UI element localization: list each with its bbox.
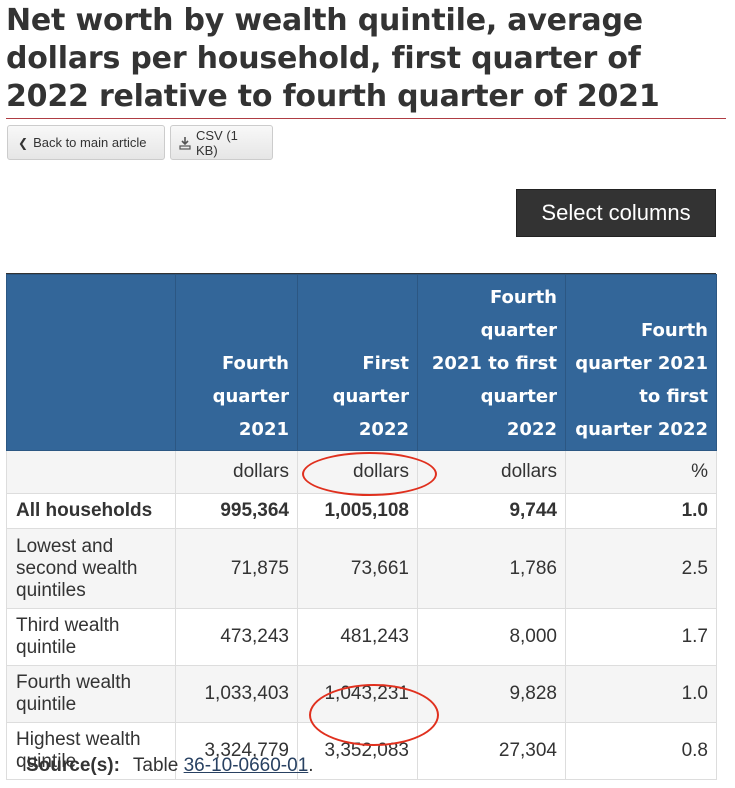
table-row: Highest wealth quintile 3,324,779 3,352,… xyxy=(6,722,717,780)
table-row: All households 995,364 1,005,108 9,744 1… xyxy=(6,493,717,529)
row-label: Third wealth quintile xyxy=(6,608,176,666)
page-title: Net worth by wealth quintile, average do… xyxy=(6,3,660,114)
units-cell: % xyxy=(565,450,717,494)
chevron-left-icon: ❮ xyxy=(18,135,29,150)
units-cell: dollars xyxy=(297,450,418,494)
back-button-label: Back to main article xyxy=(33,135,147,150)
source-note: Source(s): Table 36-10-0660-01. xyxy=(26,755,314,777)
net-worth-table: Fourth quarter 2021 First quarter 2022 F… xyxy=(6,274,717,780)
table-cell: 1.0 xyxy=(565,493,717,529)
table-cell: 1.7 xyxy=(565,608,717,666)
table-header-row: Fourth quarter 2021 First quarter 2022 F… xyxy=(6,274,717,451)
csv-button-label: CSV (1 KB) xyxy=(196,127,238,158)
header-first-quarter-2022: First quarter 2022 xyxy=(297,274,418,451)
units-cell: dollars xyxy=(175,450,298,494)
header-change-percent: Fourth quarter 2021 to first quarter 202… xyxy=(565,274,717,451)
header-corner xyxy=(6,274,176,451)
table-row: Fourth wealth quintile 1,033,403 1,043,2… xyxy=(6,665,717,723)
table-cell: 73,661 xyxy=(297,528,418,609)
table-cell: 481,243 xyxy=(297,608,418,666)
table-cell: 8,000 xyxy=(417,608,566,666)
table-row: Lowest and second wealth quintiles 71,87… xyxy=(6,528,717,609)
table-cell: 1,033,403 xyxy=(175,665,298,723)
row-label: Lowest and second wealth quintiles xyxy=(6,528,176,609)
table-cell: 0.8 xyxy=(565,722,717,780)
table-cell: 3,352,083 xyxy=(297,722,418,780)
back-to-main-article-button[interactable]: ❮ Back to main article xyxy=(7,125,165,160)
source-label: Source(s): xyxy=(26,755,120,776)
header-fourth-quarter-2021: Fourth quarter 2021 xyxy=(175,274,298,451)
table-cell: 27,304 xyxy=(417,722,566,780)
row-label: Highest wealth quintile xyxy=(6,722,176,780)
row-label: Fourth wealth quintile xyxy=(6,665,176,723)
csv-download-button[interactable]: CSV (1 KB) xyxy=(170,125,273,160)
source-table-link[interactable]: 36-10-0660-01 xyxy=(183,755,309,776)
table-row: Third wealth quintile 473,243 481,243 8,… xyxy=(6,608,717,666)
table-cell: 9,744 xyxy=(417,493,566,529)
download-icon xyxy=(179,136,191,150)
table-cell: 1,786 xyxy=(417,528,566,609)
table-cell: 1,005,108 xyxy=(297,493,418,529)
header-change-dollars: Fourth quarter 2021 to first quarter 202… xyxy=(417,274,566,451)
table-cell: 2.5 xyxy=(565,528,717,609)
title-divider xyxy=(6,118,726,119)
table-cell: 9,828 xyxy=(417,665,566,723)
table-cell: 1.0 xyxy=(565,665,717,723)
source-prefix: Table xyxy=(132,755,179,776)
units-cell: dollars xyxy=(417,450,566,494)
table-cell: 473,243 xyxy=(175,608,298,666)
table-cell: 1,043,231 xyxy=(297,665,418,723)
units-stub xyxy=(6,450,176,494)
table-cell: 3,324,779 xyxy=(175,722,298,780)
table-cell: 995,364 xyxy=(175,493,298,529)
units-row: dollars dollars dollars % xyxy=(6,450,717,494)
table-cell: 71,875 xyxy=(175,528,298,609)
source-suffix: . xyxy=(308,755,314,776)
select-columns-button[interactable]: Select columns xyxy=(516,189,716,237)
row-label: All households xyxy=(6,493,176,529)
